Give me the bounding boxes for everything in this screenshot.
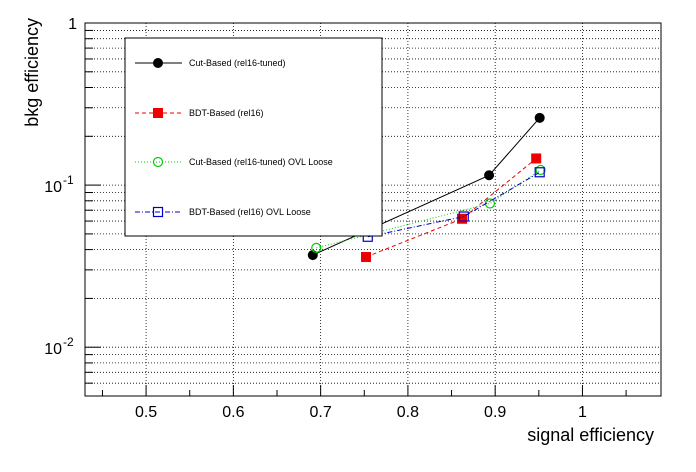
- legend-label: BDT-Based (rel16): [189, 108, 264, 118]
- x-tick-label: 0.5: [135, 404, 157, 421]
- data-point: [534, 112, 545, 123]
- data-point: [535, 164, 546, 176]
- plot-frame: [84, 22, 662, 397]
- legend-entry: BDT-Based (rel16): [135, 108, 264, 118]
- data-point: [457, 213, 468, 224]
- legend-entry: Cut-Based (rel16-tuned): [135, 58, 286, 68]
- x-axis-label: signal efficiency: [527, 425, 654, 445]
- legend-marker: [152, 206, 164, 218]
- y-tick-label-base: 10: [44, 179, 62, 196]
- x-tick-label: 0.7: [310, 404, 332, 421]
- legend-entry: BDT-Based (rel16) OVL Loose: [135, 206, 311, 218]
- series-4: [362, 167, 545, 242]
- legend-label: Cut-Based (rel16-tuned): [189, 58, 286, 68]
- legend-marker: [152, 156, 164, 168]
- legend-label: BDT-Based (rel16) OVL Loose: [189, 207, 311, 217]
- data-point: [534, 167, 545, 178]
- series-line: [367, 171, 540, 238]
- x-tick-label: 0.9: [484, 404, 506, 421]
- data-point: [531, 153, 542, 164]
- legend: Cut-Based (rel16-tuned) BDT-Based (rel16)…: [124, 37, 383, 237]
- data-point: [458, 211, 469, 222]
- y-tick-label-base: 10: [44, 341, 62, 358]
- x-tick-label: 1: [578, 404, 587, 421]
- y-tick-label: 1: [68, 16, 77, 33]
- legend-label: Cut-Based (rel16-tuned) OVL Loose: [189, 157, 333, 167]
- series-layer: [307, 112, 546, 263]
- y-axis-label: bkg efficiency: [22, 18, 42, 127]
- data-point: [484, 170, 495, 181]
- legend-marker: [153, 108, 163, 118]
- legend-box: [124, 37, 383, 237]
- y-tick-label-exponent: -1: [63, 173, 74, 187]
- x-tick-label: 0.6: [222, 404, 244, 421]
- x-tick-label: 0.8: [397, 404, 419, 421]
- legend-entry: Cut-Based (rel16-tuned) OVL Loose: [135, 156, 333, 168]
- legend-marker: [153, 58, 163, 68]
- data-point: [311, 242, 322, 253]
- data-point: [361, 252, 372, 263]
- series-2: [361, 153, 542, 263]
- y-tick-label-exponent: -2: [63, 335, 74, 349]
